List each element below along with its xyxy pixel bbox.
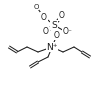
Text: O⁻: O⁻ [63,27,73,37]
Text: O: O [59,11,65,21]
Text: O: O [54,31,60,39]
Text: O: O [43,27,49,37]
Text: O: O [33,4,39,10]
Text: N⁺: N⁺ [46,43,58,52]
Text: S: S [51,21,57,29]
Text: O: O [41,13,47,21]
